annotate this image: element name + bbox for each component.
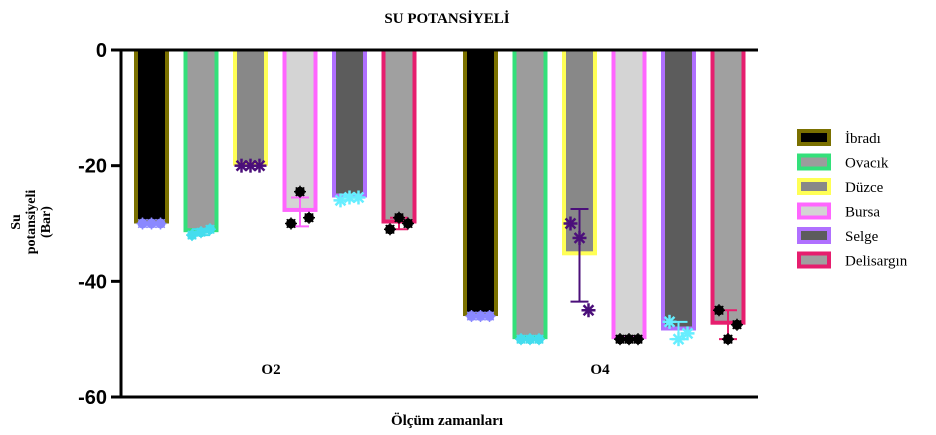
data-point-ray	[187, 230, 197, 240]
bar	[237, 50, 264, 162]
y-axis-title-line: (Bar)	[39, 206, 54, 238]
data-point-ray	[403, 218, 413, 229]
data-point-ray	[723, 334, 733, 344]
data-point-star	[343, 191, 356, 204]
data-point-star	[582, 304, 595, 317]
data-point-ray	[534, 334, 544, 344]
data-point-ray	[615, 334, 625, 344]
data-point-ray	[466, 311, 477, 321]
data-point-star	[352, 191, 365, 204]
y-tick-label: 0	[96, 40, 107, 62]
x-tick-label: O4	[590, 362, 610, 378]
data-point-star	[564, 217, 577, 230]
bar	[467, 50, 494, 313]
data-point-star	[573, 232, 586, 244]
data-point-ray	[137, 218, 148, 229]
data-point-ray	[633, 334, 643, 344]
legend-label: Düzce	[845, 180, 884, 196]
data-point-ray	[146, 218, 157, 229]
legend-swatch	[801, 133, 827, 142]
y-tick-label: -20	[78, 156, 107, 178]
legend-label: Ovacık	[845, 156, 889, 172]
bar	[665, 50, 692, 327]
legend: İbradı Ovacık Düzce Bursa Selge Delisargın	[797, 129, 908, 270]
data-point-ray	[516, 334, 526, 344]
data-point-star	[244, 159, 257, 172]
legend-label: Selge	[845, 229, 879, 245]
data-point-ray	[196, 227, 206, 237]
bar	[385, 50, 413, 220]
data-point-ray	[624, 334, 634, 344]
legend-label: İbradı	[845, 131, 881, 147]
legend-swatch	[801, 157, 827, 167]
data-point-ray	[304, 212, 314, 223]
data-point-ray	[525, 334, 535, 344]
bar	[138, 50, 165, 220]
bar	[714, 50, 742, 321]
legend-label: Delisargın	[845, 254, 908, 270]
chart-title: SU POTANSİYELİ	[384, 10, 509, 27]
data-point-star	[235, 159, 248, 172]
data-point-ray	[286, 218, 296, 229]
x-tick-label: O2	[261, 362, 280, 378]
data-point-ray	[714, 305, 724, 316]
bar	[516, 50, 544, 336]
y-axis-label: Supotansiyeli(Bar)	[9, 190, 54, 255]
x-axis-label: Ölçüm zamanları	[391, 412, 503, 429]
y-tick-label: -40	[78, 271, 107, 293]
data-point-star	[253, 159, 266, 172]
data-point-ray	[484, 311, 495, 321]
y-axis-title: Supotansiyeli(Bar)	[9, 190, 54, 255]
y-tick-label: -60	[78, 387, 107, 409]
data-point-ray	[155, 218, 166, 229]
bar	[336, 50, 363, 194]
data-point-ray	[205, 224, 215, 235]
legend-swatch	[801, 182, 827, 191]
y-axis-title-line: Su	[9, 214, 24, 230]
data-point-ray	[732, 319, 742, 330]
data-point-ray	[475, 311, 486, 321]
legend-swatch	[801, 231, 827, 240]
data-point-star	[672, 333, 685, 346]
plot-area: 0 -20 -40 -60 O2 O4	[78, 40, 758, 409]
data-point-ray	[385, 224, 395, 235]
data-point-ray	[394, 212, 404, 223]
y-axis-title-line: potansiyeli	[24, 190, 39, 255]
bar	[615, 50, 643, 336]
legend-swatch	[801, 255, 827, 265]
legend-swatch	[801, 206, 827, 216]
bar	[187, 50, 215, 229]
data-point-ray	[295, 186, 305, 197]
data-point-star	[663, 315, 676, 328]
data-point-star	[681, 327, 694, 340]
bar	[286, 50, 314, 208]
legend-label: Bursa	[845, 205, 880, 221]
